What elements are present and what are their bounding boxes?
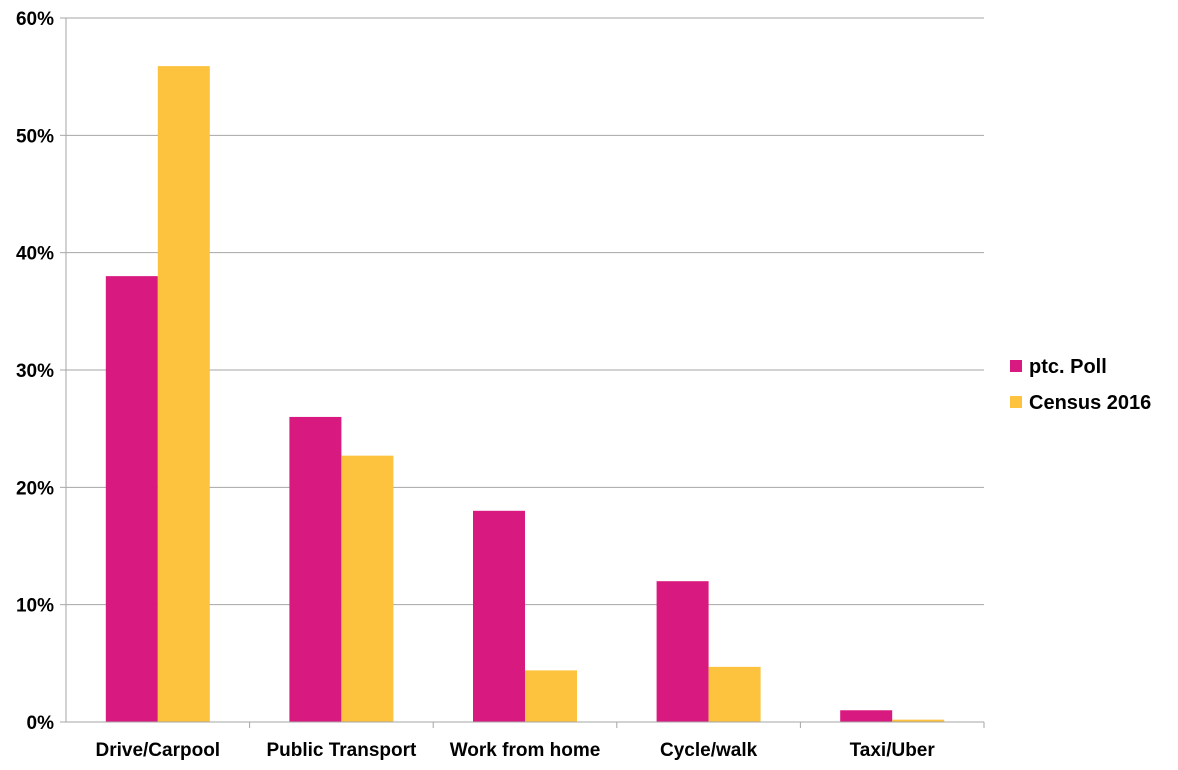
x-tick-label: Drive/Carpool [96,740,221,761]
bar-census-2016 [525,670,577,722]
x-tick-label: Work from home [450,740,601,761]
y-tick-label: 60% [16,9,54,30]
legend-label: Census 2016 [1029,392,1151,414]
bar-ptc-poll [105,276,158,722]
bar-census-2016 [892,719,945,722]
legend-swatch [1010,396,1022,408]
bar-ptc-poll [473,510,525,722]
x-tick-label: Public Transport [266,740,417,761]
y-tick-label: 10% [16,596,54,617]
bar-layer [105,66,945,722]
bar-ptc-poll [656,581,709,722]
legend-label: ptc. Poll [1029,356,1107,378]
axis-layer: 0% 10% 20% 30% 40% 50% 60% Drive/Carpool Public … [16,9,985,761]
y-tick-label: 0% [27,713,55,734]
bar-census-2016 [341,455,394,722]
y-tick-label: 30% [16,361,54,382]
x-tick-label: Taxi/Uber [850,740,936,761]
legend: ptc. Poll Census 2016 [1010,356,1151,414]
y-tick-label: 20% [16,478,54,499]
legend-swatch [1010,360,1022,372]
y-tick-label: 50% [16,126,54,147]
bar-census-2016 [157,66,210,722]
x-tick-label: Cycle/walk [660,740,758,761]
bar-census-2016 [708,666,761,722]
y-tick-label: 40% [16,244,54,265]
grid-layer [66,17,984,606]
bar-ptc-poll [289,416,342,722]
bar-ptc-poll [840,710,893,722]
